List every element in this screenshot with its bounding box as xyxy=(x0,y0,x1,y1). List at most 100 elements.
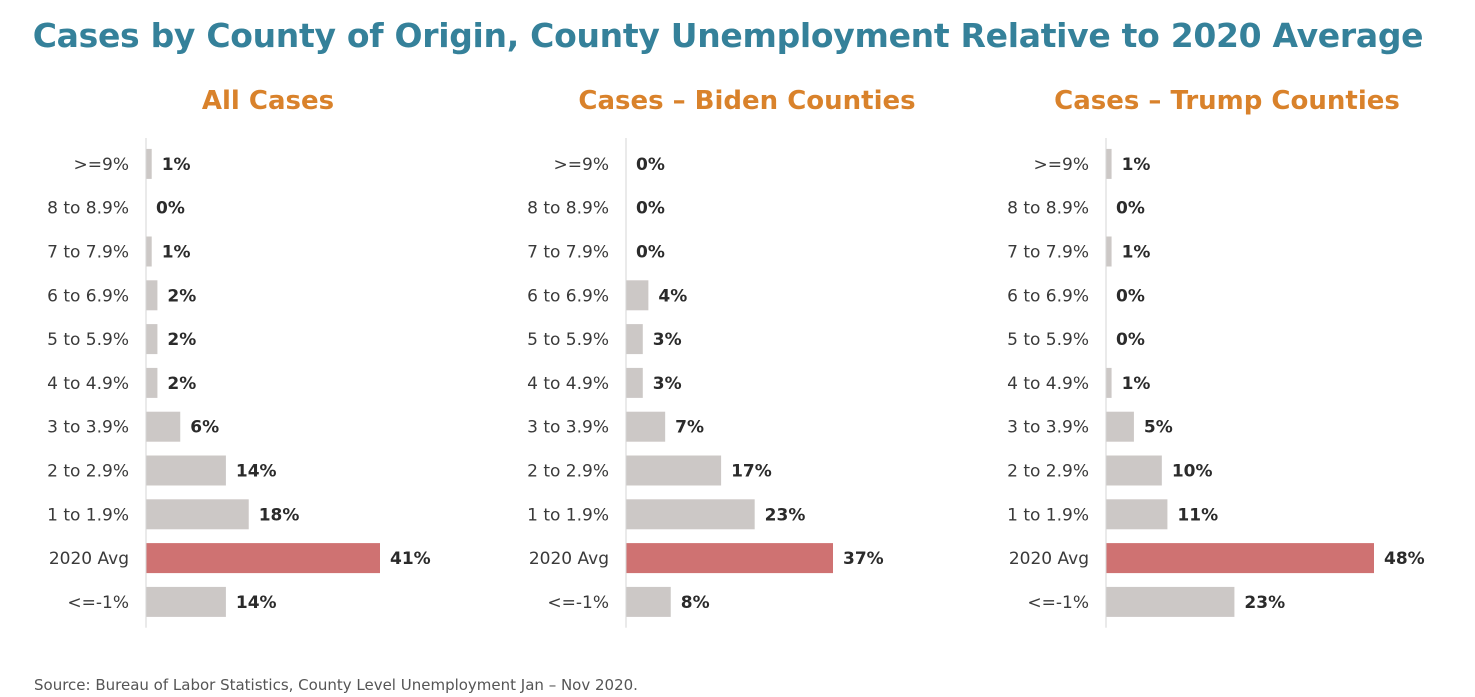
bar xyxy=(1106,367,1112,398)
bar xyxy=(146,586,226,617)
bar xyxy=(626,280,649,311)
category-label: >=9% xyxy=(74,155,129,175)
bar xyxy=(146,411,181,442)
category-label: 1 to 1.9% xyxy=(1007,505,1089,525)
category-label: 4 to 4.9% xyxy=(527,374,609,394)
data-label: 0% xyxy=(1116,330,1145,350)
data-label: 37% xyxy=(843,549,884,569)
data-label: 14% xyxy=(236,462,277,482)
data-label: 2% xyxy=(167,286,196,306)
data-label: 23% xyxy=(1244,593,1285,613)
category-label: <=-1% xyxy=(1027,593,1089,613)
data-label: 10% xyxy=(1172,462,1213,482)
category-label: 8 to 8.9% xyxy=(47,199,129,219)
data-label: 48% xyxy=(1384,549,1425,569)
category-label: <=-1% xyxy=(547,593,609,613)
category-label: >=9% xyxy=(554,155,609,175)
category-label: 6 to 6.9% xyxy=(47,286,129,306)
data-label: 0% xyxy=(1116,286,1145,306)
chart-title: Cases – Biden Counties xyxy=(578,86,916,116)
data-label: 0% xyxy=(636,155,665,175)
data-label: 2% xyxy=(167,330,196,350)
category-label: 7 to 7.9% xyxy=(47,243,129,263)
category-label: 4 to 4.9% xyxy=(1007,374,1089,394)
category-label: 7 to 7.9% xyxy=(1007,243,1089,263)
data-label: 6% xyxy=(190,418,219,438)
bar xyxy=(626,586,671,617)
chart-title: Cases – Trump Counties xyxy=(1054,86,1400,116)
bar xyxy=(1106,148,1112,179)
data-label: 0% xyxy=(636,199,665,219)
data-label: 2% xyxy=(167,374,196,394)
chart-title: All Cases xyxy=(201,86,335,116)
bar-chart-all-cases: >=9% 1% 8 to 8.9% 0% 7 to 7.9% 1% 6 to 6.9% 2% 5… xyxy=(47,138,431,628)
category-label: 5 to 5.9% xyxy=(47,330,129,350)
page-title: Cases by County of Origin, County Unempl… xyxy=(32,16,1424,55)
bar-highlight xyxy=(626,543,833,574)
category-label: 3 to 3.9% xyxy=(527,418,609,438)
category-label: 2 to 2.9% xyxy=(47,462,129,482)
data-label: 3% xyxy=(653,374,682,394)
bar-highlight xyxy=(1106,543,1374,574)
data-label: 1% xyxy=(1122,243,1151,263)
category-label: 1 to 1.9% xyxy=(527,505,609,525)
bar xyxy=(1106,455,1162,486)
bar-chart-biden-counties: >=9% 0% 8 to 8.9% 0% 7 to 7.9% 0% 6 to 6.9% 4% 5… xyxy=(527,138,884,628)
data-label: 5% xyxy=(1144,418,1173,438)
category-label: <=-1% xyxy=(67,593,129,613)
chart-panel-trump-counties: Cases – Trump Counties >=9% 1% 8 to 8.9% 0%… xyxy=(960,86,1430,631)
category-label: 5 to 5.9% xyxy=(1007,330,1089,350)
data-label: 1% xyxy=(162,155,191,175)
category-label: 6 to 6.9% xyxy=(1007,286,1089,306)
bar xyxy=(626,499,755,530)
bar xyxy=(146,148,152,179)
bar xyxy=(626,367,643,398)
bar xyxy=(1106,236,1112,267)
data-label: 4% xyxy=(658,286,687,306)
data-label: 17% xyxy=(731,462,772,482)
bar xyxy=(1106,586,1235,617)
bar xyxy=(626,455,722,486)
data-label: 41% xyxy=(390,549,431,569)
bar-highlight xyxy=(146,543,380,574)
category-label: 3 to 3.9% xyxy=(1007,418,1089,438)
data-label: 7% xyxy=(675,418,704,438)
bar-chart-trump-counties: >=9% 1% 8 to 8.9% 0% 7 to 7.9% 1% 6 to 6.9% 0% 5… xyxy=(1007,138,1425,628)
bar xyxy=(146,324,158,355)
data-label: 0% xyxy=(156,199,185,219)
category-label: 8 to 8.9% xyxy=(527,199,609,219)
source-note: Source: Bureau of Labor Statistics, Coun… xyxy=(34,676,638,694)
category-label: 2020 Avg xyxy=(1009,549,1089,569)
category-label: 2 to 2.9% xyxy=(527,462,609,482)
data-label: 14% xyxy=(236,593,277,613)
bar xyxy=(1106,499,1168,530)
bar xyxy=(146,499,249,530)
data-label: 1% xyxy=(1122,155,1151,175)
data-label: 3% xyxy=(653,330,682,350)
bar xyxy=(146,367,158,398)
category-label: 3 to 3.9% xyxy=(47,418,129,438)
bar xyxy=(626,324,643,355)
bar xyxy=(626,411,666,442)
data-label: 8% xyxy=(681,593,710,613)
data-label: 0% xyxy=(1116,199,1145,219)
data-label: 23% xyxy=(765,505,806,525)
category-label: 5 to 5.9% xyxy=(527,330,609,350)
bar xyxy=(146,280,158,311)
data-label: 0% xyxy=(636,243,665,263)
category-label: >=9% xyxy=(1034,155,1089,175)
category-label: 2020 Avg xyxy=(49,549,129,569)
category-label: 6 to 6.9% xyxy=(527,286,609,306)
category-label: 7 to 7.9% xyxy=(527,243,609,263)
data-label: 1% xyxy=(1122,374,1151,394)
bar xyxy=(146,455,226,486)
bar xyxy=(146,236,152,267)
category-label: 2 to 2.9% xyxy=(1007,462,1089,482)
category-label: 8 to 8.9% xyxy=(1007,199,1089,219)
category-label: 4 to 4.9% xyxy=(47,374,129,394)
category-label: 2020 Avg xyxy=(529,549,609,569)
chart-panel-biden-counties: Cases – Biden Counties >=9% 0% 8 to 8.9% 0%… xyxy=(480,86,950,631)
data-label: 1% xyxy=(162,243,191,263)
data-label: 11% xyxy=(1177,505,1218,525)
data-label: 18% xyxy=(259,505,300,525)
